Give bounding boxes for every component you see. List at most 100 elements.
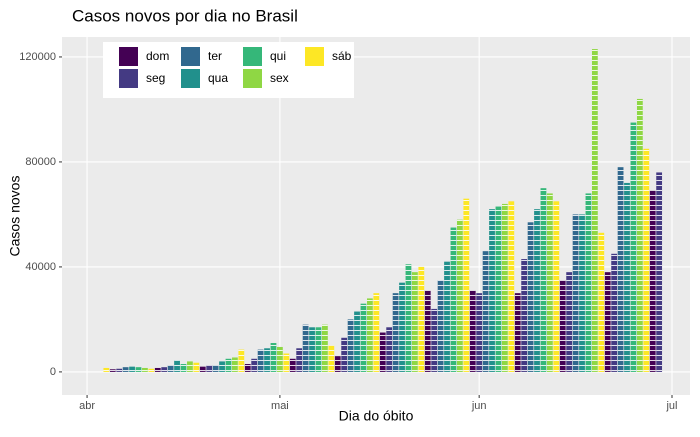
bar-stripes: [251, 358, 258, 372]
bar-stripes: [347, 319, 354, 372]
y-tick-label: 80000: [25, 156, 56, 168]
bar-stripes: [283, 353, 290, 372]
bar-stripes: [527, 222, 534, 372]
bar-stripes: [636, 98, 643, 372]
bar-stripes: [341, 337, 348, 372]
bar-stripes: [142, 367, 148, 372]
x-tick-label: jun: [471, 400, 487, 412]
bar-stripes: [116, 368, 123, 372]
bar-stripes: [604, 272, 611, 372]
bar-stripes: [585, 193, 592, 372]
bar-stripes: [450, 227, 457, 372]
bar-stripes: [656, 172, 663, 372]
bar-stripes: [399, 282, 405, 372]
bar-stripes: [611, 253, 618, 372]
bar-stripes: [174, 360, 180, 372]
bar-stripes: [508, 201, 515, 372]
x-axis-title: Dia do óbito: [339, 408, 414, 424]
legend-swatch: [181, 69, 200, 88]
bar-stripes: [463, 198, 470, 372]
bar-stripes: [270, 343, 277, 372]
bar-stripes: [495, 206, 502, 372]
bar-stripes: [469, 290, 476, 372]
bar-stripes: [559, 280, 566, 372]
bar-stripes: [264, 348, 270, 372]
bar-stripes: [232, 357, 238, 372]
bar-stripes: [386, 327, 393, 372]
bar-stripes: [212, 365, 219, 372]
bar-stripes: [534, 209, 540, 372]
bar-stripes: [206, 365, 213, 372]
bar-stripes: [392, 293, 399, 372]
bar-stripes: [334, 356, 341, 372]
chart-title: Casos novos por dia no Brasil: [72, 6, 298, 25]
bar-stripes: [444, 261, 450, 372]
bar-stripes: [148, 368, 155, 372]
bar-stripes: [379, 332, 386, 372]
bar-stripes: [302, 324, 309, 372]
bar-stripes: [167, 365, 174, 372]
bar-stripes: [322, 324, 328, 372]
x-tick-label: abr: [79, 400, 95, 412]
y-tick-label: 0: [50, 366, 56, 378]
legend-label: seg: [146, 71, 165, 85]
bar-stripes: [367, 298, 373, 372]
bar-stripes: [598, 232, 605, 372]
legend-label: qui: [270, 49, 286, 63]
bar-stripes: [411, 272, 418, 372]
bar-stripes: [296, 348, 303, 372]
bar-stripes: [572, 214, 579, 372]
bar-stripes: [193, 362, 200, 372]
bar-stripes: [630, 122, 637, 372]
x-tick-label: jul: [665, 400, 677, 412]
bar-stripes: [219, 361, 225, 372]
legend-label: qua: [208, 71, 228, 85]
bar-stripes: [591, 49, 598, 372]
bar-stripes: [289, 358, 296, 372]
bar-stripes: [546, 193, 553, 372]
bar-stripes: [244, 364, 251, 372]
bar-stripes: [315, 327, 322, 372]
bar-stripes: [257, 349, 264, 372]
bar-stripes: [424, 290, 431, 372]
legend-label: sex: [270, 71, 289, 85]
bar-stripes: [431, 308, 438, 372]
bar-stripes: [238, 349, 245, 372]
bar-stripes: [309, 327, 315, 372]
legend-swatch: [119, 69, 138, 88]
bar-stripes: [199, 366, 206, 372]
bar-stripes: [540, 188, 547, 372]
bar-stripes: [482, 251, 489, 372]
bar-stripes: [579, 214, 585, 372]
bar-stripes: [643, 148, 650, 372]
y-axis-title: Casos novos: [7, 176, 23, 257]
bar-stripes: [277, 346, 283, 372]
bar-stripes: [456, 219, 463, 372]
bar-stripes: [161, 367, 168, 372]
legend-label: ter: [208, 49, 222, 63]
bar-stripes: [109, 369, 116, 372]
bar-stripes: [437, 280, 444, 372]
bar-stripes: [354, 311, 360, 372]
bar-stripes: [514, 293, 521, 372]
legend-label: dom: [146, 49, 169, 63]
bar-stripes: [103, 367, 110, 372]
bar-stripes: [476, 293, 483, 372]
bar-stripes: [122, 367, 129, 372]
bar-stripes: [135, 367, 142, 372]
legend-swatch: [119, 47, 138, 66]
bar-stripes: [360, 303, 367, 372]
bar-stripes: [187, 361, 193, 372]
legend-swatch: [181, 47, 200, 66]
bar-stripes: [373, 293, 380, 372]
y-tick-label: 40000: [25, 261, 56, 273]
bar-stripes: [328, 345, 335, 372]
x-tick-label: mai: [271, 400, 289, 412]
bar-stripes: [624, 182, 630, 372]
bar-stripes: [501, 203, 508, 372]
legend-swatch: [243, 69, 262, 88]
bar-stripes: [553, 201, 560, 372]
bar-stripes: [405, 264, 412, 372]
bar-stripes: [154, 367, 161, 372]
bar-stripes: [649, 190, 656, 372]
